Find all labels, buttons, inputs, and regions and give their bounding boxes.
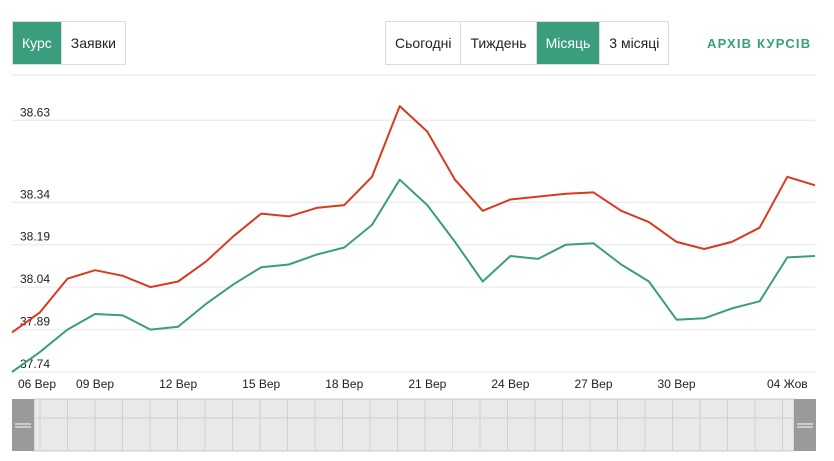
- series-line-sell: [11, 105, 816, 334]
- x-tick-label: 09 Вер: [76, 377, 114, 391]
- period-tab-group: Сьогодні Тиждень Місяць 3 місяці: [385, 21, 670, 65]
- range-navigator[interactable]: [12, 398, 816, 452]
- tab-today[interactable]: Сьогодні: [386, 22, 462, 64]
- x-tick-label: 04 Жов: [767, 377, 808, 391]
- x-tick-label: 12 Вер: [159, 377, 197, 391]
- y-tick-label: 38.34: [20, 187, 50, 201]
- y-tick-label: 38.63: [20, 105, 50, 119]
- handle-grip-right-icon: [797, 423, 813, 428]
- x-tick-label: 06 Вер: [18, 377, 56, 391]
- x-tick-label: 21 Вер: [408, 377, 446, 391]
- navigator-handle-right[interactable]: [794, 399, 816, 451]
- handle-grip-left-icon: [15, 423, 31, 428]
- x-axis: 06 Вер 09 Вер 12 Вер 15 Вер 18 Вер 21 Вер 24 В…: [18, 377, 808, 391]
- navigator-handle-left[interactable]: [12, 399, 34, 451]
- x-tick-label: 30 Вер: [658, 377, 696, 391]
- tab-rate[interactable]: Курс: [13, 22, 62, 64]
- archive-link[interactable]: АРХІВ КУРСІВ: [707, 36, 812, 51]
- tab-three-months[interactable]: 3 місяці: [600, 22, 669, 64]
- x-tick-label: 15 Вер: [242, 377, 280, 391]
- series: [11, 105, 816, 373]
- y-tick-label: 37.89: [20, 315, 50, 329]
- tab-requests[interactable]: Заявки: [61, 22, 126, 64]
- series-line-buy: [11, 178, 816, 373]
- x-tick-label: 27 Вер: [574, 377, 612, 391]
- x-tick-label: 18 Вер: [325, 377, 363, 391]
- tab-week[interactable]: Тиждень: [461, 22, 537, 64]
- y-tick-label: 38.04: [20, 272, 50, 286]
- x-tick-label: 24 Вер: [491, 377, 529, 391]
- tab-month[interactable]: Місяць: [536, 22, 601, 64]
- mode-tab-group: Курс Заявки: [12, 21, 127, 65]
- navigator-window[interactable]: [33, 398, 795, 452]
- navigator-grid: [34, 400, 794, 450]
- grid: [12, 74, 815, 373]
- y-tick-label: 38.19: [20, 230, 50, 244]
